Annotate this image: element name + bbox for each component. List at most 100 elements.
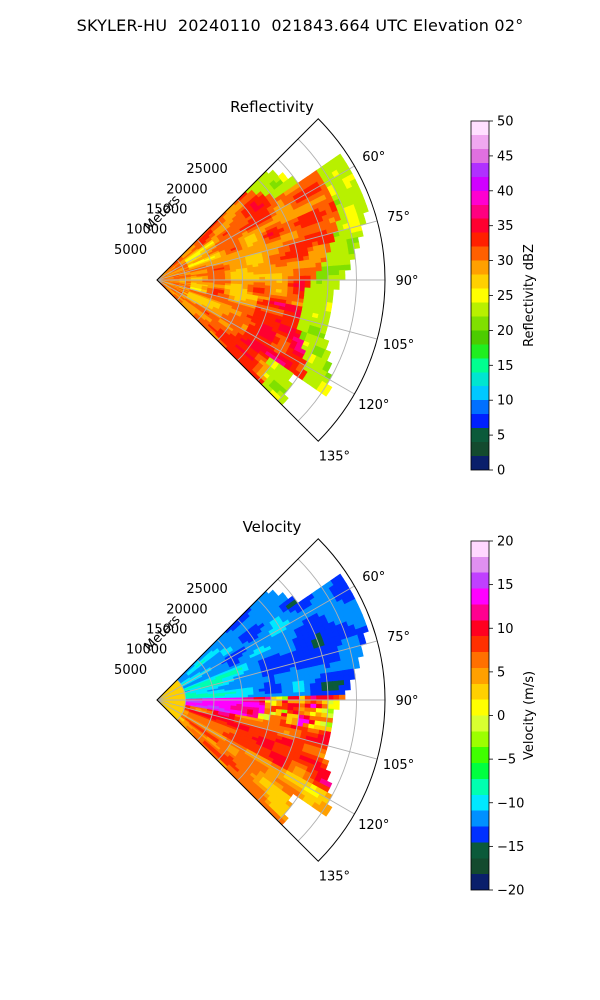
velocity-data-cell [321, 690, 329, 697]
velocity-data-cell [343, 674, 351, 681]
range-tick-label: 25000 [186, 162, 227, 177]
velocity-data-cell [282, 696, 289, 701]
reflectivity-data-cell [298, 268, 306, 273]
range-tick-label: 20000 [166, 602, 207, 617]
reflectivity-data-cell [270, 279, 278, 284]
reflectivity-data-cell [332, 265, 340, 272]
reflectivity-data-cell [348, 253, 356, 261]
colorbar-tick-label: 50 [497, 115, 514, 130]
velocity-data-cell [293, 692, 300, 697]
reflectivity-data-cell [321, 288, 329, 294]
reflectivity-data-cell [316, 275, 323, 281]
colorbar-tick-label: 10 [497, 394, 514, 409]
velocity-radar-field [156, 573, 369, 826]
reflectivity-data-cell [293, 275, 300, 281]
velocity-data-cell [316, 690, 323, 697]
reflectivity-data-cell [270, 273, 278, 278]
reflectivity-data-cell [338, 259, 345, 267]
colorbar-tick-label: 0 [497, 709, 505, 724]
range-tick-label: 15000 [146, 623, 187, 638]
velocity-data-cell [276, 693, 283, 698]
reflectivity-data-cell [304, 271, 312, 277]
colorbar-tick-label: 5 [497, 429, 505, 444]
range-tick-label: 5000 [114, 663, 147, 678]
reflectivity-data-cell [338, 269, 346, 276]
reflectivity-data-cell [316, 270, 323, 277]
velocity-panel: Velocity 60° 75° 90° 105° 120° 135° 5000 10000 15… [114, 518, 537, 899]
colorbar-tick-label: 20 [497, 535, 514, 550]
reflectivity-data-cell [304, 267, 312, 273]
reflectivity-data-cell [327, 275, 335, 281]
velocity-data-cell [270, 699, 278, 704]
velocity-data-cell [333, 690, 340, 696]
velocity-data-cell [247, 694, 255, 698]
azimuth-tick-label: 90° [395, 694, 418, 709]
range-tick-label: 15000 [146, 203, 187, 218]
colorbar-tick-label: −10 [497, 796, 524, 811]
range-tick-label: 20000 [166, 182, 207, 197]
range-tick-label: 10000 [126, 223, 167, 238]
reflectivity-data-cell [259, 273, 266, 278]
colorbar-tick-label: 0 [497, 464, 505, 479]
reflectivity-data-cell [337, 255, 345, 262]
velocity-data-cell [321, 681, 328, 688]
azimuth-spoke [156, 220, 378, 281]
velocity-data-cell [298, 691, 306, 697]
velocity-data-cell [304, 703, 312, 709]
reflectivity-data-cell [287, 268, 294, 274]
azimuth-tick-label: 135° [319, 449, 350, 464]
velocity-data-cell [299, 695, 306, 701]
reflectivity-data-cell [360, 205, 369, 214]
velocity-data-cell [293, 699, 300, 705]
colorbar-tick-label: 45 [497, 149, 514, 164]
velocity-data-cell [332, 685, 340, 692]
range-tick-label: 5000 [114, 243, 147, 258]
velocity-data-cell [287, 699, 295, 704]
reflectivity-data-cell [333, 279, 340, 286]
reflectivity-data-cell [276, 273, 283, 278]
colorbar-swatch [470, 120, 490, 471]
velocity-data-cell [333, 704, 340, 710]
velocity-sector-outline [156, 538, 386, 862]
colorbar-tick-label: 25 [497, 289, 514, 304]
reflectivity-data-cell [321, 270, 329, 277]
colorbar-label: Velocity (m/s) [522, 671, 537, 760]
reflectivity-data-cell [333, 284, 340, 290]
velocity-data-cell [338, 694, 346, 701]
range-tick-label: 25000 [186, 582, 227, 597]
velocity-data-cell [356, 650, 364, 658]
reflectivity-data-cell [287, 283, 295, 288]
velocity-data-cell [310, 687, 317, 693]
velocity-data-cell [276, 699, 283, 704]
velocity-data-cell [333, 694, 340, 701]
azimuth-tick-label: 135° [319, 869, 350, 884]
velocity-data-cell [287, 703, 295, 708]
velocity-data-cell [315, 686, 323, 692]
velocity-data-cell [287, 696, 295, 701]
reflectivity-data-cell [293, 279, 300, 285]
reflectivity-sector-outline [156, 118, 386, 442]
colorbar-label: Reflectivity dBZ [522, 244, 537, 347]
azimuth-tick-label: 105° [383, 758, 414, 773]
reflectivity-data-cell [298, 271, 306, 277]
velocity-data-cell [321, 699, 329, 705]
reflectivity-data-cell [356, 230, 364, 238]
velocity-data-cell [321, 695, 329, 701]
reflectivity-data-cell [326, 261, 334, 267]
colorbar-tick-label: 35 [497, 219, 514, 234]
azimuth-spoke [156, 585, 355, 701]
velocity-colorbar: −20 −15 −10 −5 0 5 10 15 20 Velocity (m/s) [470, 535, 537, 899]
colorbar-tick-label: 5 [497, 665, 505, 680]
reflectivity-data-cell [321, 283, 329, 290]
velocity-data-cell [327, 699, 335, 705]
reflectivity-panel: Reflectivity60°75°90°105°120°135°5000100… [114, 98, 537, 479]
velocity-data-cell [276, 696, 283, 701]
velocity-data-cell [270, 696, 278, 701]
reflectivity-data-cell [304, 279, 312, 285]
velocity-title: Velocity [243, 518, 302, 536]
azimuth-spoke [156, 165, 355, 281]
velocity-data-cell [316, 703, 323, 710]
velocity-data-cell [348, 673, 356, 681]
reflectivity-data-cell [338, 274, 346, 281]
